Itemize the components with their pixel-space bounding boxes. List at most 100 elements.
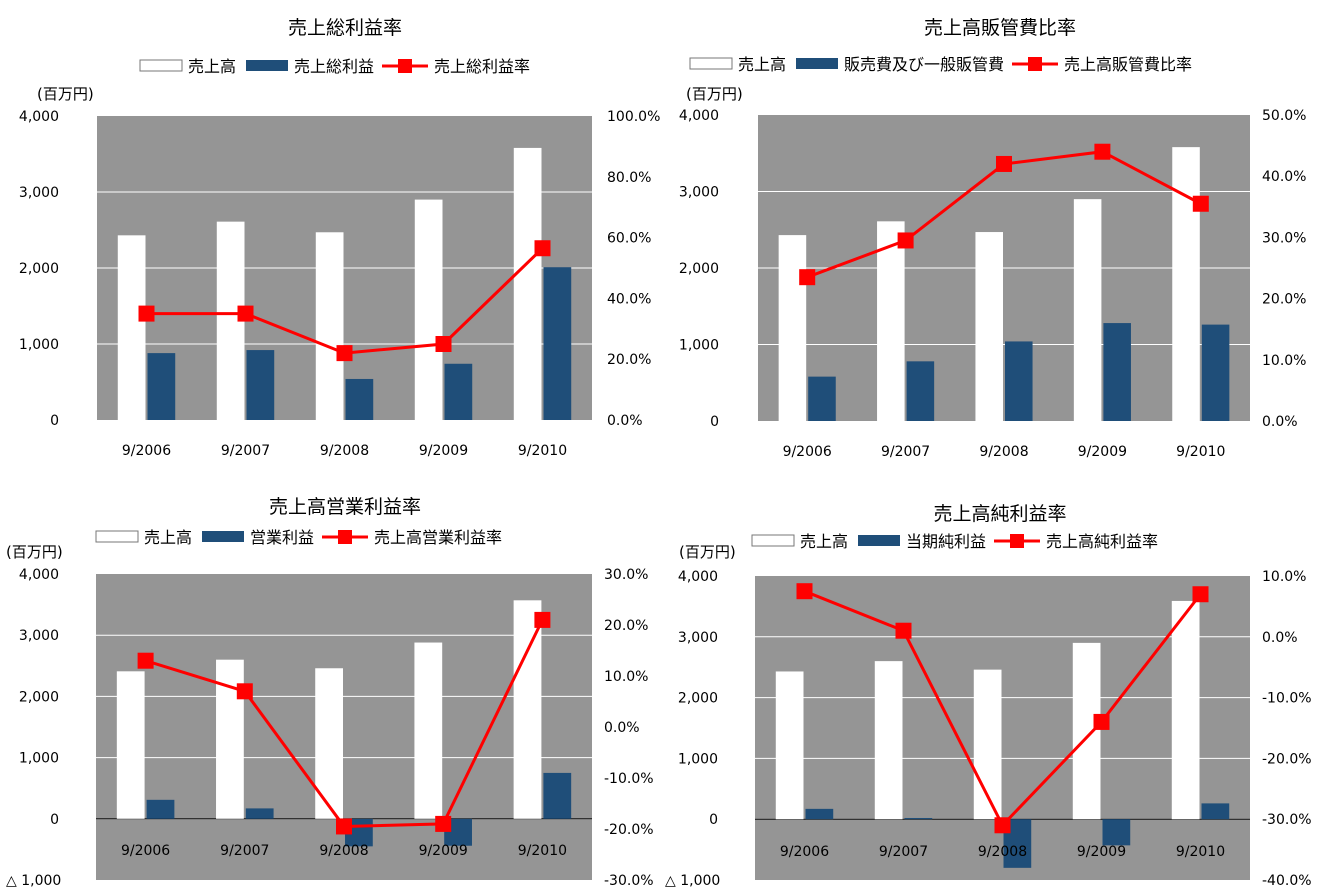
ratio-marker	[996, 155, 1012, 172]
chart-title: 売上高営業利益率	[269, 496, 421, 518]
bar-primary	[116, 671, 145, 819]
left-tick-label: 3,000	[679, 185, 719, 201]
category-label: 9/2010	[518, 443, 567, 459]
right-tick-label: -10.0%	[604, 771, 654, 787]
bar-primary	[778, 235, 807, 421]
legend-label-primary: 売上高	[738, 55, 786, 74]
chart-title: 売上総利益率	[288, 17, 402, 39]
left-tick-label: 4,000	[19, 109, 59, 125]
bar-secondary	[808, 376, 836, 421]
right-tick-label: 60.0%	[607, 231, 651, 247]
legend-swatch-secondary	[858, 535, 900, 546]
right-tick-label: -10.0%	[1262, 691, 1312, 707]
right-tick-label: 100.0%	[607, 109, 660, 125]
bar-primary	[975, 232, 1003, 421]
right-tick-label: 10.0%	[1262, 569, 1306, 585]
category-label: 9/2008	[978, 844, 1027, 860]
right-tick-label: 40.0%	[1262, 169, 1306, 185]
legend-marker	[1010, 534, 1024, 548]
category-label: 9/2009	[419, 443, 468, 459]
unit-label: (百万円)	[686, 85, 743, 103]
category-label: 9/2006	[780, 844, 829, 860]
bar-primary	[513, 600, 542, 819]
legend-swatch-primary	[751, 534, 795, 547]
bar-primary	[1072, 642, 1101, 820]
legend-label-line: 売上高純利益率	[1046, 532, 1158, 551]
left-tick-label: 3,000	[19, 185, 59, 201]
bar-secondary	[906, 361, 935, 421]
ratio-marker	[435, 815, 452, 832]
ratio-marker	[1192, 195, 1209, 212]
legend-label-secondary: 売上総利益	[294, 57, 374, 76]
ratio-marker	[137, 652, 154, 669]
left-tick-label: 4,000	[679, 108, 719, 124]
right-tick-label: 20.0%	[607, 352, 651, 368]
legend: 売上高 当期純利益 売上高純利益率	[751, 532, 1158, 551]
chart-title: 売上高純利益率	[933, 503, 1066, 525]
bar-secondary	[543, 267, 572, 420]
bar-secondary	[1005, 341, 1033, 421]
bar-secondary	[444, 363, 473, 420]
left-tick-label: 2,000	[679, 261, 719, 277]
bar-secondary	[146, 799, 175, 819]
category-label: 9/2010	[518, 843, 567, 859]
bar-primary	[1172, 147, 1200, 421]
category-label: 9/2009	[1078, 444, 1127, 460]
legend-swatch-primary	[139, 59, 183, 72]
ratio-marker	[799, 269, 816, 286]
category-label: 9/2010	[1176, 444, 1225, 460]
bar-primary	[877, 221, 905, 421]
bar-secondary	[1201, 803, 1230, 820]
legend-marker	[338, 530, 352, 544]
category-label: 9/2007	[221, 443, 270, 459]
right-tick-label: 0.0%	[1262, 630, 1298, 646]
unit-label: (百万円)	[679, 543, 736, 561]
bar-secondary	[1201, 324, 1230, 421]
legend-swatch-primary	[689, 57, 733, 70]
bar-primary	[117, 235, 146, 420]
left-tick-label: △ 1,000	[665, 873, 720, 889]
right-tick-label: 0.0%	[604, 720, 640, 736]
bar-secondary	[904, 817, 933, 820]
ratio-marker	[897, 232, 914, 249]
legend-label-line: 売上高販管費比率	[1064, 55, 1192, 74]
chart-title: 売上高販管費比率	[924, 17, 1076, 39]
right-tick-label: -40.0%	[1262, 873, 1312, 889]
ratio-marker	[1192, 586, 1209, 603]
legend: 売上高 販売費及び一般販管費 売上高販管費比率	[689, 55, 1192, 74]
ratio-marker	[237, 305, 254, 322]
right-tick-label: -30.0%	[1262, 812, 1312, 828]
bar-primary	[1073, 199, 1102, 421]
right-tick-label: 10.0%	[1262, 353, 1306, 369]
legend: 売上高 売上総利益 売上総利益率	[139, 57, 530, 76]
unit-label: (百万円)	[37, 85, 94, 103]
left-tick-label: △ 1,000	[6, 873, 61, 889]
right-tick-label: 0.0%	[607, 413, 643, 429]
ratio-marker	[534, 240, 551, 257]
left-tick-label: 0	[50, 812, 59, 828]
legend-swatch-secondary	[796, 58, 838, 69]
unit-label: (百万円)	[6, 543, 63, 561]
bar-secondary	[1102, 819, 1131, 846]
category-label: 9/2006	[122, 443, 171, 459]
legend-swatch-secondary	[202, 531, 244, 542]
left-tick-label: 1,000	[19, 337, 59, 353]
left-tick-label: 0	[710, 414, 719, 430]
left-tick-label: 4,000	[19, 567, 59, 583]
category-label: 9/2006	[783, 444, 832, 460]
bar-primary	[874, 661, 903, 820]
right-tick-label: 40.0%	[607, 291, 651, 307]
ratio-marker	[895, 622, 912, 639]
ratio-marker	[138, 305, 155, 322]
legend-label-line: 売上高営業利益率	[374, 528, 502, 547]
ratio-marker	[534, 611, 551, 628]
legend-label-secondary: 営業利益	[250, 528, 314, 547]
left-tick-label: 1,000	[678, 751, 718, 767]
left-tick-label: 0	[709, 812, 718, 828]
right-tick-label: 20.0%	[1262, 292, 1306, 308]
bar-secondary	[805, 808, 834, 820]
ratio-marker	[1094, 143, 1111, 160]
bar-secondary	[543, 772, 572, 819]
